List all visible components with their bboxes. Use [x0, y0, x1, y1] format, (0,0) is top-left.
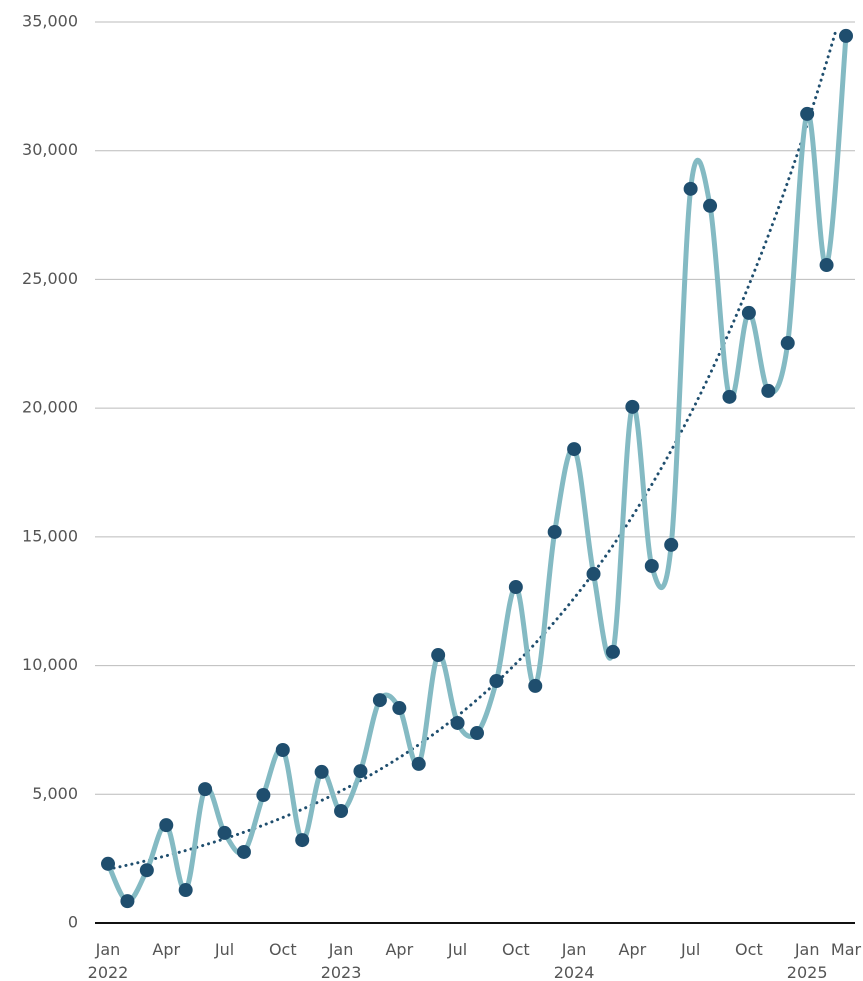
x-tick-label: Jan 2024: [554, 940, 595, 981]
x-tick-label: Mar: [831, 940, 862, 959]
point: [839, 28, 853, 43]
point: [605, 644, 620, 659]
point: [159, 818, 174, 833]
x-tick-label: Oct: [735, 940, 763, 959]
point: [741, 305, 756, 320]
point: [392, 701, 407, 716]
point: [703, 198, 718, 213]
x-tick-label: Jul: [447, 940, 467, 959]
point: [139, 863, 154, 878]
point: [372, 693, 387, 708]
point: [101, 856, 115, 871]
trendline: [106, 27, 838, 871]
x-tick-label: Jan 2023: [321, 940, 362, 981]
point: [780, 336, 795, 351]
x-tick-label: Oct: [502, 940, 530, 959]
point: [431, 648, 446, 663]
x-tick-label: Jul: [680, 940, 700, 959]
point: [450, 715, 465, 730]
point: [819, 258, 834, 273]
point: [664, 537, 679, 552]
y-tick-label: 35,000: [22, 12, 78, 31]
x-tick-label: Jan 2025: [787, 940, 828, 981]
point: [800, 106, 815, 121]
point: [722, 389, 737, 404]
y-tick-label: 10,000: [22, 655, 78, 674]
point: [683, 181, 698, 196]
point: [586, 566, 601, 581]
point: [275, 743, 290, 758]
x-tick-label: Apr: [152, 940, 180, 959]
y-tick-label: 0: [68, 913, 78, 932]
point: [508, 580, 523, 595]
point: [761, 383, 776, 398]
point: [198, 782, 213, 797]
x-tick-label: Jan 2022: [88, 940, 129, 981]
x-tick-label: Apr: [619, 940, 647, 959]
point: [120, 894, 135, 909]
y-tick-label: 15,000: [22, 526, 78, 545]
point: [217, 825, 232, 840]
point: [334, 804, 349, 819]
point: [567, 442, 582, 457]
x-tick-label: Apr: [385, 940, 413, 959]
point: [528, 678, 543, 693]
point: [314, 764, 329, 779]
point: [411, 756, 426, 771]
point: [644, 558, 659, 573]
y-tick-label: 25,000: [22, 269, 78, 288]
point: [625, 399, 640, 414]
point: [547, 524, 562, 539]
y-tick-label: 30,000: [22, 140, 78, 159]
point: [295, 833, 310, 848]
point: [353, 764, 368, 779]
point: [256, 788, 271, 803]
x-tick-label: Oct: [269, 940, 297, 959]
point: [236, 844, 251, 859]
point: [178, 883, 193, 898]
y-tick-label: 5,000: [32, 784, 78, 803]
y-tick-label: 20,000: [22, 398, 78, 417]
point: [489, 674, 504, 689]
series-line: [105, 35, 849, 904]
point: [470, 726, 484, 741]
x-tick-label: Jul: [214, 940, 234, 959]
